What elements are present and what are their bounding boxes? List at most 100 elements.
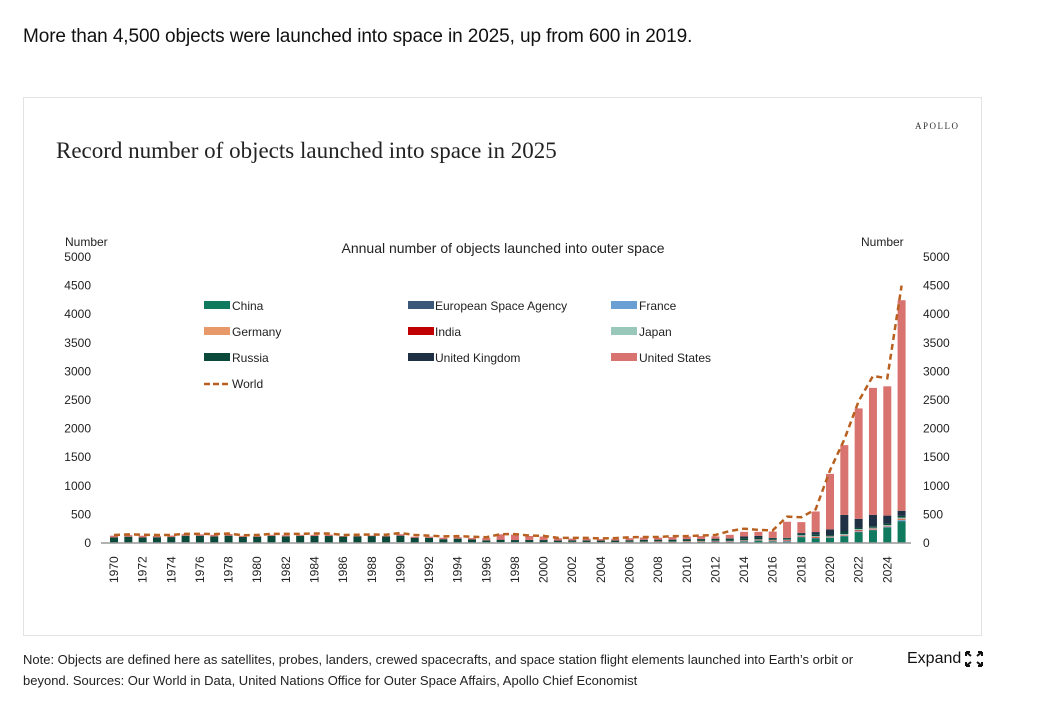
y-tick-label-right: 3500	[923, 336, 950, 350]
bar-segment-japan	[883, 525, 892, 526]
bar-segment-russia	[482, 540, 491, 543]
bar-segment-russia	[625, 540, 634, 542]
bar-segment-united-states	[367, 535, 376, 537]
bar-segment-united-kingdom	[840, 514, 849, 532]
bar-segment-united-kingdom	[740, 536, 749, 539]
bar-segment-united-states	[639, 537, 648, 540]
x-tick-label: 2014	[737, 556, 751, 583]
bar-segment-united-kingdom	[768, 537, 777, 539]
bar-segment-united-states	[396, 534, 405, 536]
legend-swatch	[611, 327, 637, 335]
bar-segment-russia	[725, 538, 734, 541]
bar-segment-united-states	[167, 535, 176, 538]
chart-title: Record number of objects launched into s…	[56, 138, 557, 163]
bar-segment-united-states	[826, 473, 834, 530]
bar-segment-united-states	[281, 535, 290, 537]
brand-logo: APOLLO	[915, 121, 960, 131]
chart-svg: APOLLO Record number of objects launched …	[56, 121, 960, 583]
bar-segment-united-kingdom	[897, 510, 906, 516]
x-tick-label: 2024	[880, 556, 894, 583]
y-tick-label-left: 1000	[64, 479, 91, 493]
x-tick-label: 2002	[565, 556, 579, 583]
bar-segment-russia	[339, 536, 348, 543]
y-tick-label-left: 5000	[64, 250, 91, 264]
bar-segment-united-states	[324, 534, 333, 537]
x-tick-label: 2008	[651, 556, 665, 583]
bar-segment-united-states	[152, 535, 161, 538]
bar-segment-russia	[868, 526, 877, 528]
y-tick-label-right: 4500	[923, 279, 950, 293]
x-tick-label: 1984	[307, 556, 321, 583]
bar-segment-china	[868, 530, 877, 543]
bar-segment-russia	[783, 538, 792, 540]
bar-segment-united-states	[410, 536, 419, 538]
headline: More than 4,500 objects were launched in…	[23, 26, 693, 47]
x-tick-label: 1996	[479, 556, 493, 583]
bar-segment-united-states	[797, 522, 806, 533]
bar-segment-india	[783, 540, 792, 541]
bar-segment-russia	[840, 531, 849, 535]
x-tick-label: 1986	[336, 556, 350, 583]
x-tick-label: 2022	[852, 556, 866, 583]
x-tick-label: 1976	[193, 556, 207, 583]
chart-card: APOLLO Record number of objects launched …	[23, 97, 982, 636]
bar-segment-germany	[897, 519, 906, 521]
world-line	[113, 285, 903, 540]
bar-segment-japan	[768, 539, 777, 541]
bar-segment-united-states	[868, 387, 877, 515]
y-tick-label-right: 2000	[923, 422, 950, 436]
expand-button[interactable]: Expand	[907, 650, 984, 668]
bar-segment-united-states	[754, 531, 763, 536]
bar-segment-united-states	[253, 535, 262, 537]
bar-segment-united-states	[468, 538, 476, 540]
x-tick-label: 1994	[451, 556, 465, 583]
bar-segment-russia	[310, 535, 319, 543]
legend-label: European Space Agency	[435, 299, 567, 313]
bar-segment-russia	[253, 536, 262, 543]
bar-segment-united-kingdom	[826, 529, 834, 536]
chart-subtitle: Annual number of objects launched into o…	[342, 240, 665, 256]
bar-segment-russia	[238, 536, 247, 543]
bar-segment-united-states	[195, 534, 204, 536]
bar-segment-russia	[353, 536, 362, 543]
bar-segment-united-states	[267, 534, 276, 536]
bar-segment-united-states	[711, 536, 720, 539]
x-tick-label: 1978	[222, 556, 236, 583]
bar-segment-united-states	[496, 534, 505, 540]
bar-segment-united-states	[783, 521, 792, 538]
bar-segment-russia	[740, 538, 749, 541]
bar-segment-russia	[496, 539, 505, 543]
y-tick-label-left: 4500	[64, 279, 91, 293]
bar-segment-china	[826, 537, 834, 543]
bar-segment-japan	[811, 536, 820, 537]
bar-segment-united-states	[897, 300, 906, 511]
bar-segment-germany	[854, 530, 863, 532]
y-tick-label-left: 1500	[64, 450, 91, 464]
bar-segment-russia	[510, 540, 519, 543]
y-tick-label-left: 2000	[64, 422, 91, 436]
y-tick-label-right: 5000	[923, 250, 950, 264]
bar-segment-russia	[553, 540, 562, 543]
bar-segment-united-states	[210, 534, 219, 537]
bar-segment-russia	[525, 540, 534, 543]
bar-segment-russia	[697, 539, 706, 541]
x-tick-label: 1970	[107, 556, 121, 583]
bar-segment-united-states	[124, 535, 133, 537]
bar-segment-japan	[783, 539, 792, 541]
bar-segment-russia	[281, 536, 290, 543]
bar-segment-germany	[868, 529, 877, 530]
bar-segment-united-states	[238, 535, 247, 537]
bar-segment-china	[883, 527, 892, 543]
bar-segment-china	[840, 536, 849, 543]
bar-segment-india	[854, 530, 863, 531]
bar-segment-russia	[124, 536, 133, 543]
bar-segment-united-states	[854, 408, 863, 519]
bar-segment-united-states	[224, 534, 233, 536]
bar-segment-russia	[639, 539, 648, 542]
x-tick-label: 2000	[537, 556, 551, 583]
legend-swatch	[408, 327, 434, 335]
bar-segment-united-kingdom	[754, 535, 763, 538]
bar-segment-united-states	[439, 537, 448, 540]
y-tick-label-right: 500	[923, 507, 943, 521]
bar-segment-united-states	[296, 534, 305, 536]
